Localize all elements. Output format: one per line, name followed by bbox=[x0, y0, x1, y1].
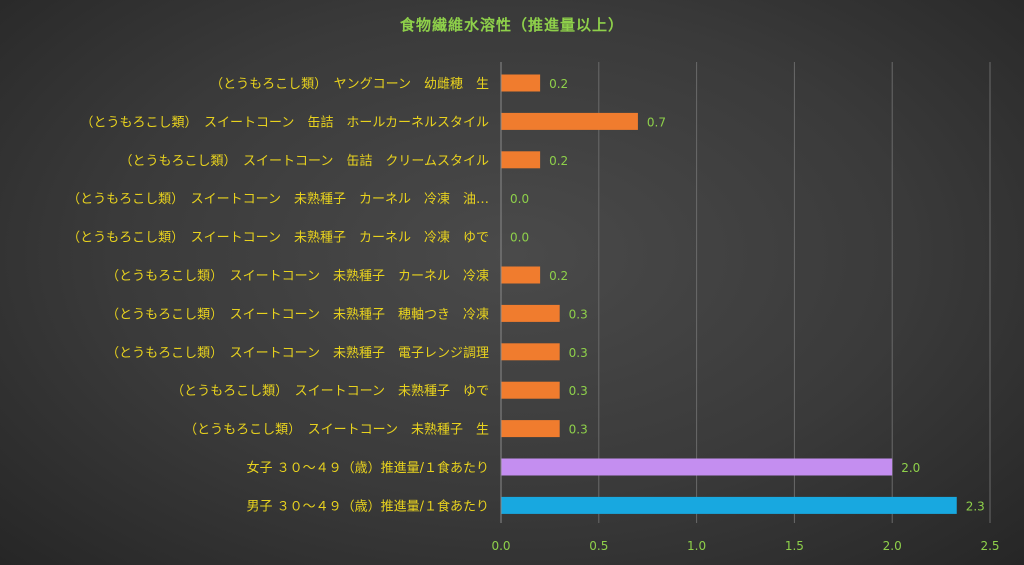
value-label: 0.3 bbox=[569, 307, 588, 321]
chart-title: 食物繊維水溶性（推進量以上） bbox=[399, 16, 624, 34]
x-tick-label: 0.5 bbox=[589, 539, 608, 553]
x-tick-label: 1.0 bbox=[687, 539, 706, 553]
value-label: 0.2 bbox=[549, 154, 568, 168]
bar bbox=[501, 496, 957, 514]
bar bbox=[501, 304, 560, 322]
value-label: 2.3 bbox=[966, 499, 985, 513]
value-label: 0.0 bbox=[510, 192, 529, 206]
category-label: （とうもろこし類） スイートコーン 未熟種子 穂軸つき 冷凍 bbox=[106, 306, 489, 322]
category-label: （とうもろこし類） スイートコーン 未熟種子 カーネル 冷凍 ゆで bbox=[67, 230, 489, 246]
value-label: 0.3 bbox=[569, 346, 588, 360]
bar bbox=[501, 381, 560, 399]
value-label: 0.3 bbox=[569, 384, 588, 398]
x-tick-label: 1.5 bbox=[785, 539, 804, 553]
category-label: （とうもろこし類） スイートコーン 未熟種子 生 bbox=[184, 422, 489, 438]
category-label: （とうもろこし類） スイートコーン 缶詰 ホールカーネルスタイル bbox=[81, 114, 489, 130]
category-label: （とうもろこし類） スイートコーン 未熟種子 カーネル 冷凍 油… bbox=[67, 191, 489, 207]
x-tick-label: 2.0 bbox=[883, 539, 902, 553]
value-label: 0.2 bbox=[549, 77, 568, 91]
value-label: 0.7 bbox=[647, 115, 666, 129]
category-label: 男子 ３０～４９（歳）推進量/１食あたり bbox=[246, 498, 489, 514]
category-label: （とうもろこし類） ヤングコーン 幼雌穂 生 bbox=[210, 76, 489, 92]
bar bbox=[501, 343, 560, 361]
value-label: 2.0 bbox=[901, 461, 920, 475]
category-label: 女子 ３０～４９（歳）推進量/１食あたり bbox=[246, 460, 489, 476]
bar bbox=[501, 266, 541, 284]
bar bbox=[501, 458, 893, 476]
value-label: 0.3 bbox=[569, 423, 588, 437]
category-label: （とうもろこし類） スイートコーン 缶詰 クリームスタイル bbox=[120, 153, 489, 169]
bar bbox=[501, 420, 560, 438]
category-label: （とうもろこし類） スイートコーン 未熟種子 ゆで bbox=[171, 383, 489, 399]
bar bbox=[501, 151, 541, 169]
bar bbox=[501, 74, 541, 92]
x-tick-label: 0.0 bbox=[491, 539, 510, 553]
value-label: 0.2 bbox=[549, 269, 568, 283]
value-label: 0.0 bbox=[510, 231, 529, 245]
category-label: （とうもろこし類） スイートコーン 未熟種子 電子レンジ調理 bbox=[106, 345, 489, 361]
bar bbox=[501, 112, 638, 130]
category-label: （とうもろこし類） スイートコーン 未熟種子 カーネル 冷凍 bbox=[106, 268, 489, 284]
x-tick-label: 2.5 bbox=[980, 539, 999, 553]
